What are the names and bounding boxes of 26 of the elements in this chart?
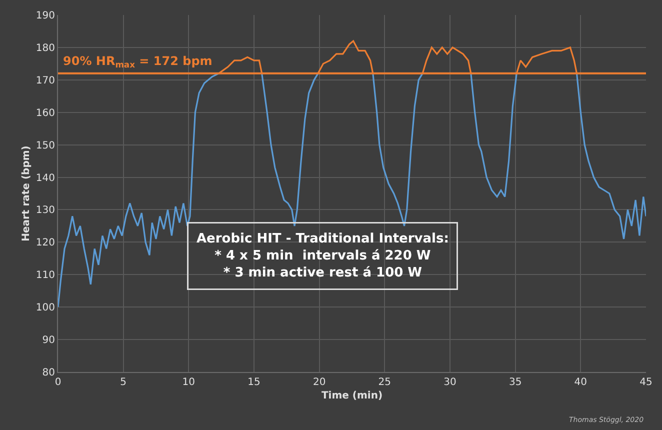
y-tick-label: 120 (36, 238, 55, 249)
y-tick-label: 90 (42, 335, 55, 346)
y-tick-label: 180 (36, 42, 55, 54)
x-tick-label: 25 (378, 377, 392, 388)
x-tick-label: 5 (120, 377, 127, 388)
y-tick-label: 150 (36, 140, 55, 152)
y-tick-label: 80 (42, 368, 55, 378)
x-tick-label: 45 (640, 377, 652, 388)
y-tick-label: 170 (36, 75, 55, 86)
x-axis-title: Time (min) (321, 390, 383, 402)
y-tick-label: 160 (36, 108, 55, 119)
y-tick-label: 140 (36, 172, 55, 184)
x-tick-label: 20 (312, 377, 326, 388)
y-tick-label: 190 (36, 10, 55, 22)
y-axis-title: Heart rate (bpm) (20, 146, 32, 242)
y-tick-label: 100 (36, 302, 55, 314)
x-tick-label: 35 (508, 377, 522, 388)
annotation: Aerobic HIT - Traditional Intervals: * 4 x 5 min intervals á 220 W * 3 min active rest á 100 W (196, 232, 449, 280)
y-tick-label: 110 (36, 270, 55, 282)
x-tick-label: 40 (574, 377, 588, 388)
x-tick-label: 0 (54, 377, 62, 388)
x-tick-label: 10 (182, 377, 196, 388)
ref-line-label: 90% HR$_{max}$ = 172 bpm (63, 54, 212, 70)
x-tick-label: 15 (248, 377, 260, 388)
y-tick-label: 130 (36, 205, 55, 216)
x-tick-label: 30 (444, 377, 456, 388)
